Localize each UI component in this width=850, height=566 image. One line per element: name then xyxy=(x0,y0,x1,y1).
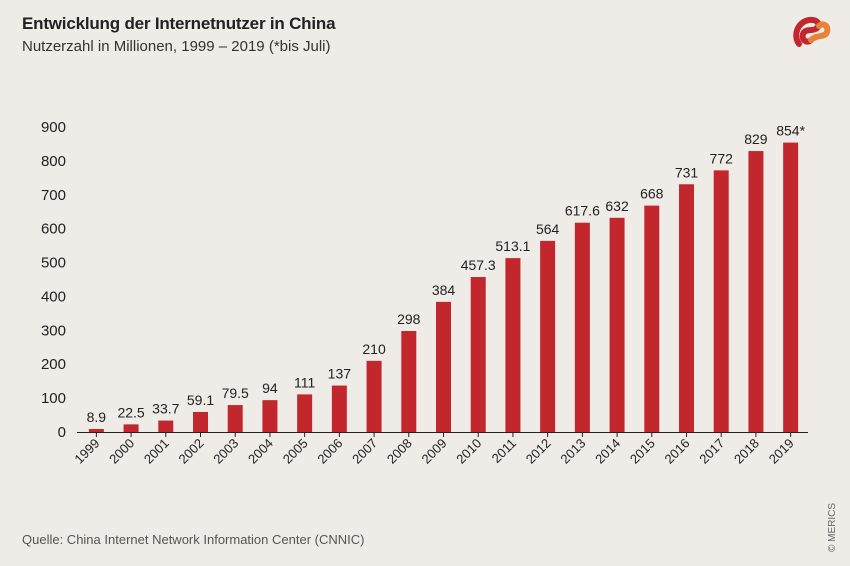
x-tick-label: 2013 xyxy=(557,436,588,467)
data-label-2004: 94 xyxy=(262,380,278,396)
bar-2002 xyxy=(193,411,208,432)
bar-2008 xyxy=(401,331,417,432)
bar-2016 xyxy=(679,184,694,432)
data-label-2019: 854* xyxy=(776,123,805,139)
x-tick-label: 2017 xyxy=(696,436,727,467)
x-tick-label: 2007 xyxy=(349,436,380,467)
x-tick-label: 2019 xyxy=(766,436,797,467)
bar-1999 xyxy=(88,428,104,432)
data-label-2001: 33.7 xyxy=(152,401,179,417)
chart-subtitle: Nutzerzahl in Millionen, 1999 – 2019 (*b… xyxy=(22,38,331,55)
copyright-note: © MERICS xyxy=(827,502,838,552)
data-label-2009: 384 xyxy=(432,282,456,298)
x-tick-label: 2010 xyxy=(453,436,484,467)
data-label-2006: 137 xyxy=(328,366,352,382)
data-label-2014: 632 xyxy=(605,198,629,214)
bar-2001 xyxy=(158,420,174,432)
x-tick-label: 2005 xyxy=(280,436,311,467)
data-label-2010: 457.3 xyxy=(461,257,496,273)
x-tick-label: 2016 xyxy=(662,436,693,467)
x-tick-label: 2011 xyxy=(489,436,519,466)
x-tick-label: 2002 xyxy=(176,436,207,467)
data-label-2013: 617.6 xyxy=(565,203,600,219)
data-label-2000: 22.5 xyxy=(117,404,144,420)
bar-2011 xyxy=(505,258,521,432)
data-label-2005: 111 xyxy=(294,374,315,390)
y-tick-label: 0 xyxy=(58,424,66,441)
data-label-2002: 59.1 xyxy=(187,392,214,408)
x-tick-label: 2012 xyxy=(523,436,554,467)
data-label-2003: 79.5 xyxy=(222,385,249,401)
bar-2000 xyxy=(123,424,139,432)
merics-logo-icon xyxy=(793,16,831,47)
bar-2005 xyxy=(297,394,313,432)
chart-title: Entwicklung der Internetnutzer in China xyxy=(22,14,336,33)
data-label-2007: 210 xyxy=(362,341,386,357)
x-tick-label: 2001 xyxy=(141,436,172,467)
x-tick-label: 2014 xyxy=(592,436,623,467)
x-tick-label: 2018 xyxy=(731,436,762,467)
bar-2018 xyxy=(748,151,764,433)
x-tick-label: 2006 xyxy=(314,436,345,467)
data-label-2017: 772 xyxy=(710,150,734,166)
y-tick-label: 200 xyxy=(41,356,66,373)
data-label-1999: 8.9 xyxy=(87,409,107,425)
data-label-2018: 829 xyxy=(744,131,768,147)
bar-2014 xyxy=(609,217,625,432)
bar-2009 xyxy=(436,301,451,432)
x-tick-label: 2000 xyxy=(106,436,137,467)
bar-2013 xyxy=(574,222,590,432)
bar-2019 xyxy=(783,142,799,433)
bar-2017 xyxy=(713,170,729,432)
bar-2012 xyxy=(540,240,556,432)
bar-2015 xyxy=(644,205,660,432)
y-tick-label: 100 xyxy=(41,390,66,407)
bar-2010 xyxy=(470,277,486,432)
data-label-2016: 731 xyxy=(675,164,699,180)
y-tick-label: 800 xyxy=(41,153,66,170)
x-tick-label: 1999 xyxy=(71,436,102,467)
y-tick-label: 300 xyxy=(41,322,66,339)
data-label-2011: 513.1 xyxy=(495,238,530,254)
x-tick-label: 2004 xyxy=(245,436,276,467)
data-label-2012: 564 xyxy=(536,221,560,237)
x-tick-label: 2015 xyxy=(627,436,658,467)
y-tick-label: 600 xyxy=(41,221,66,238)
y-tick-label: 700 xyxy=(41,187,66,204)
y-tick-label: 400 xyxy=(41,288,66,305)
x-tick-label: 2003 xyxy=(210,436,241,467)
x-tick-label: 2009 xyxy=(419,436,450,467)
data-label-2008: 298 xyxy=(397,311,421,327)
y-tick-label: 500 xyxy=(41,255,66,272)
bar-2007 xyxy=(366,360,382,432)
bar-2006 xyxy=(331,385,347,432)
data-label-2015: 668 xyxy=(640,186,664,202)
bar-2004 xyxy=(262,400,278,432)
bar-2003 xyxy=(227,405,243,432)
x-tick-label: 2008 xyxy=(384,436,415,467)
source-note: Quelle: China Internet Network Informati… xyxy=(22,532,365,547)
y-tick-label: 900 xyxy=(41,119,66,136)
